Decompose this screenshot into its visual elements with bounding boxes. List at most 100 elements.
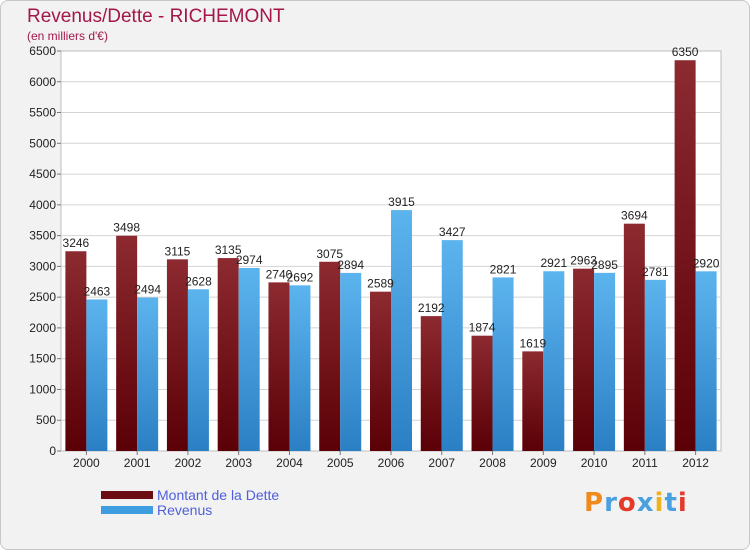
bar-dette	[420, 316, 442, 451]
bar-revenus	[238, 267, 260, 451]
bar-dette	[674, 60, 696, 451]
bar-revenus	[340, 272, 362, 451]
data-label-revenus: 3427	[439, 225, 466, 239]
data-label-dette: 6350	[672, 45, 699, 59]
x-tick-label: 2001	[124, 456, 151, 470]
data-label-revenus: 2628	[185, 274, 212, 288]
data-label-dette: 3498	[113, 221, 140, 235]
logo-letter: i	[654, 488, 665, 518]
bars	[65, 60, 717, 451]
legend-label-revenus: Revenus	[157, 501, 213, 518]
y-tick-label: 0	[49, 444, 56, 458]
logo-letter: t	[664, 488, 678, 518]
y-tick-label: 2500	[29, 290, 56, 304]
data-label-dette: 3115	[165, 244, 191, 258]
bar-revenus	[441, 240, 463, 451]
logo-letter: o	[617, 488, 637, 518]
legend-label-dette: Montant de la Dette	[157, 486, 280, 503]
data-label-dette: 2192	[418, 301, 445, 315]
bar-revenus	[543, 271, 565, 451]
legend-swatch-dette	[101, 490, 153, 499]
x-tick-label: 2004	[276, 456, 303, 470]
bar-dette	[471, 335, 493, 451]
bar-dette	[166, 259, 188, 451]
x-tick-label: 2011	[632, 456, 658, 470]
data-label-revenus: 2821	[490, 262, 517, 276]
data-label-dette: 2589	[367, 277, 394, 291]
legend-item-dette: Montant de la Dette	[101, 486, 280, 503]
y-tick-label: 5500	[29, 106, 56, 120]
data-label-revenus: 2494	[134, 283, 161, 297]
data-label-dette: 1619	[519, 336, 546, 350]
bar-dette	[116, 235, 138, 451]
bar-revenus	[187, 289, 209, 451]
bar-dette	[65, 251, 87, 451]
x-tick-label: 2012	[682, 456, 709, 470]
x-tick-label: 2006	[378, 456, 405, 470]
bar-revenus	[289, 285, 311, 451]
logo-letter: x	[636, 488, 655, 518]
x-tick-label: 2008	[479, 456, 506, 470]
data-labels: 3246 2463 3498 2494 3115 2628 3135297427402692…	[63, 45, 720, 350]
data-label-dette: 3246	[63, 236, 90, 250]
logo-letter: r	[604, 488, 618, 518]
y-tick-label: 3000	[29, 259, 56, 273]
y-tick-label: 2000	[29, 321, 56, 335]
y-axis: 0 500 1000 1500 2000 2500 3000 3500 4000 4500 5000…	[29, 44, 61, 458]
bar-dette	[573, 268, 595, 451]
bar-dette	[268, 282, 290, 451]
bar-dette	[217, 258, 239, 451]
y-tick-label: 5000	[29, 136, 56, 150]
y-tick-label: 3500	[29, 229, 56, 243]
bar-revenus	[644, 279, 666, 451]
bar-revenus	[391, 210, 412, 451]
y-tick-label: 500	[36, 413, 56, 427]
y-tick-label: 6000	[29, 75, 56, 89]
bar-dette	[522, 351, 544, 451]
legend-item-revenus: Revenus	[101, 501, 279, 518]
data-label-revenus: 2974	[236, 253, 263, 267]
x-tick-label: 2002	[175, 456, 202, 470]
y-tick-label: 4500	[29, 167, 56, 181]
chart-subtitle: (en milliers d'€)	[27, 29, 108, 43]
chart-title: Revenus/Dette - RICHEMONT	[27, 6, 285, 27]
x-tick-label: 2000	[73, 456, 100, 470]
data-label-revenus: 2920	[693, 256, 720, 270]
bar-revenus	[695, 271, 717, 451]
x-tick-label: 2009	[530, 456, 557, 470]
data-label-revenus: 2921	[540, 256, 567, 270]
data-label-dette: 3135	[215, 243, 242, 257]
x-tick-label: 2003	[225, 456, 252, 470]
data-label-dette: 3075	[316, 247, 343, 261]
data-label-dette: 2740	[266, 267, 293, 281]
data-label-revenus: 2463	[84, 284, 111, 298]
bar-revenus	[86, 299, 108, 451]
x-tick-label: 2005	[327, 456, 354, 470]
y-tick-label: 1500	[29, 352, 56, 366]
proxiti-logo: Proxiti	[584, 488, 688, 518]
bar-revenus	[137, 297, 159, 451]
data-label-revenus: 3915	[388, 195, 415, 209]
data-label-dette: 1874	[469, 321, 496, 335]
x-tick-label: 2010	[581, 456, 608, 470]
data-label-revenus: 2692	[287, 270, 314, 284]
y-tick-label: 1000	[29, 382, 56, 396]
data-label-dette: 3694	[621, 209, 648, 223]
bar-dette	[370, 291, 391, 451]
data-label-revenus: 2894	[337, 258, 364, 272]
legend: Montant de la Dette Revenus	[101, 486, 280, 518]
bar-dette	[623, 223, 645, 451]
y-tick-label: 6500	[29, 44, 56, 58]
logo-letter: i	[677, 488, 688, 518]
bar-dette	[319, 261, 341, 451]
bar-revenus	[594, 272, 616, 451]
x-axis: 2000 2001 2002 2003 2004 2005 2006 2007 2008 2009…	[73, 451, 709, 470]
x-tick-label: 2007	[428, 456, 455, 470]
data-label-revenus: 2781	[642, 265, 669, 279]
data-label-dette: 2963	[570, 254, 597, 268]
legend-swatch-revenus	[101, 505, 153, 514]
data-label-revenus: 2895	[591, 258, 618, 272]
logo-letter: P	[584, 488, 605, 518]
